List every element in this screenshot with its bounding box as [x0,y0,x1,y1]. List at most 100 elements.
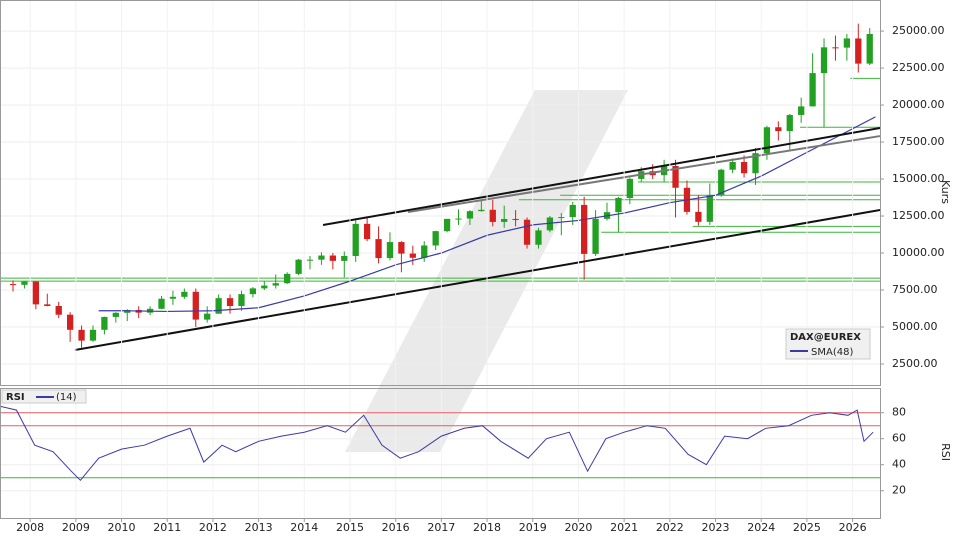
candle-body [112,312,119,317]
candle-body [695,211,702,222]
candle-body [78,329,85,341]
watermark [345,90,628,452]
candle-body [44,304,51,306]
candle-body [843,38,851,48]
x-tick-label: 2023 [702,521,730,534]
x-tick-label: 2026 [839,521,867,534]
candle-body [329,255,336,261]
x-tick-label: 2022 [656,521,684,534]
y-axis-label: RSI [939,443,952,461]
candle-body [752,153,759,174]
candle-body [66,314,74,330]
candle-body [512,218,519,220]
candle-body [786,114,793,132]
y-tick-label: 80 [892,406,906,419]
candle-body [432,231,439,246]
candle-body [341,255,348,261]
candle-body [626,178,633,198]
candle-body [718,169,725,196]
candle-body [466,211,474,219]
candle-body [615,197,622,213]
trend-line [74,209,881,351]
candle-body [398,242,405,254]
y-tick-label: 22500.00 [892,61,945,74]
y-tick-label: 7500.00 [892,283,938,296]
candle-body [238,294,245,306]
legend-entry: SMA(48) [811,347,853,358]
candle-body [295,259,302,274]
candle-body [820,47,828,74]
trend-line [322,127,881,227]
candle-body [706,195,713,222]
candle-body [855,38,862,64]
y-tick-label: 20 [892,484,906,497]
candle-body [249,288,257,295]
x-tick-label: 2011 [153,521,181,534]
candle-body [809,73,816,107]
candle-body [832,47,839,49]
candle-body [866,34,873,64]
legend [785,328,871,360]
x-tick-label: 2013 [245,521,273,534]
y-tick-label: 17500.00 [892,135,945,148]
candle-body [101,316,108,330]
y-tick-label: 40 [892,458,906,471]
y-tick-label: 60 [892,432,906,445]
rsi-line [0,405,874,482]
candle-body [32,281,40,305]
candle-body [169,296,177,299]
x-tick-label: 2010 [108,521,136,534]
legend-entry: (14) [56,392,77,403]
candle-body [592,218,599,254]
candle-body [261,285,268,289]
candle-body [306,259,314,261]
rsi-panel [0,388,881,519]
y-tick-label: 12500.00 [892,209,945,222]
y-tick-label: 15000.00 [892,172,945,185]
candle-body [192,291,199,320]
candle-body [352,223,359,256]
candle-body [284,273,291,284]
y-axis-label: Kurs [939,180,952,204]
candle-body [421,245,428,258]
candle-body [409,253,416,258]
candle-body [215,298,222,314]
candle-body [375,239,382,259]
candle-body [729,162,736,170]
candle-body [558,217,565,219]
rsi-title: RSI [6,392,25,403]
candle-body [363,223,371,240]
x-tick-label: 2017 [427,521,455,534]
x-tick-label: 2024 [747,521,775,534]
candle-body [672,166,679,188]
candle-body [386,242,394,259]
candle-body [546,217,554,231]
candle-body [55,305,62,315]
candle-body [181,291,188,297]
candle-body [21,281,28,285]
candle-body [489,209,496,222]
x-tick-label: 2016 [382,521,410,534]
candle-body [272,283,279,286]
candle-body [581,204,588,254]
candle-body [226,298,234,306]
x-tick-label: 2008 [16,521,44,534]
candle-body [763,127,771,154]
candle-body [798,106,805,115]
x-tick-label: 2021 [610,521,638,534]
candle-body [9,284,17,286]
x-tick-label: 2014 [290,521,318,534]
candle-body [158,298,165,309]
candle-body [501,218,508,222]
y-tick-label: 5000.00 [892,320,938,333]
price-panel [0,0,881,386]
x-tick-label: 2019 [519,521,547,534]
candle-body [443,218,451,232]
y-tick-label: 2500.00 [892,357,938,370]
x-tick-label: 2015 [336,521,364,534]
legend-entry: DAX@EUREX [790,332,861,343]
candle-body [775,127,782,132]
x-tick-label: 2020 [564,521,592,534]
candle-body [318,255,325,260]
